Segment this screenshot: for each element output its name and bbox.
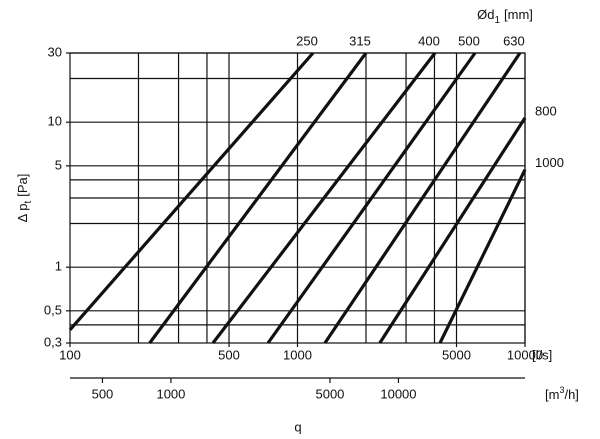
x-tick-label: 5000 xyxy=(442,347,471,362)
series-line xyxy=(438,169,527,344)
series-line xyxy=(68,51,315,331)
y-axis-label: Δ pt [Pa] xyxy=(15,174,33,223)
chart-title: Ød1 [mm] xyxy=(477,7,533,25)
x-tick-label: 500 xyxy=(218,347,240,362)
series-line xyxy=(211,52,437,344)
x-tick-label: 100 xyxy=(59,347,81,362)
series-label: 630 xyxy=(503,33,525,48)
x2-unit-pre: [m xyxy=(545,387,559,402)
x2-tick-label: 5000 xyxy=(315,386,344,401)
x-tick-label: 10000 xyxy=(507,347,543,362)
x2-tick-label: 500 xyxy=(92,386,114,401)
x-axis-label: q xyxy=(294,419,301,434)
title-sub: 1 xyxy=(494,15,500,26)
x2-unit: [m3/h] xyxy=(545,385,579,402)
y-tick-label: 5 xyxy=(55,157,62,172)
x2-unit-sup: 3 xyxy=(559,385,564,395)
series-line xyxy=(323,52,522,344)
y-tick-label: 10 xyxy=(48,114,62,129)
y-label-symbol: Δ p xyxy=(15,204,30,223)
y-label-unit: [Pa] xyxy=(15,174,30,197)
series-label: 400 xyxy=(418,33,440,48)
y-tick-label: 0,3 xyxy=(44,334,62,349)
x-unit: [l/s] xyxy=(532,347,552,362)
series-label: 500 xyxy=(458,33,480,48)
y-tick-label: 0,5 xyxy=(44,302,62,317)
y-tick-label: 1 xyxy=(55,259,62,274)
series-line xyxy=(378,117,527,344)
series-label: 250 xyxy=(296,33,318,48)
x2-tick-label: 10000 xyxy=(380,386,416,401)
x2-unit-post: /h] xyxy=(564,387,578,402)
series-label: 315 xyxy=(349,33,371,48)
y-label-sub: t xyxy=(23,201,34,204)
series-line xyxy=(148,52,368,344)
title-unit: [mm] xyxy=(504,7,533,22)
title-symbol: Ød xyxy=(477,7,494,22)
series-label: 800 xyxy=(535,103,557,118)
x-tick-label: 1000 xyxy=(283,347,312,362)
y-tick-label: 30 xyxy=(48,44,62,59)
x2-tick-label: 1000 xyxy=(156,386,185,401)
series-line xyxy=(266,52,477,344)
series-label: 1000 xyxy=(535,155,564,170)
